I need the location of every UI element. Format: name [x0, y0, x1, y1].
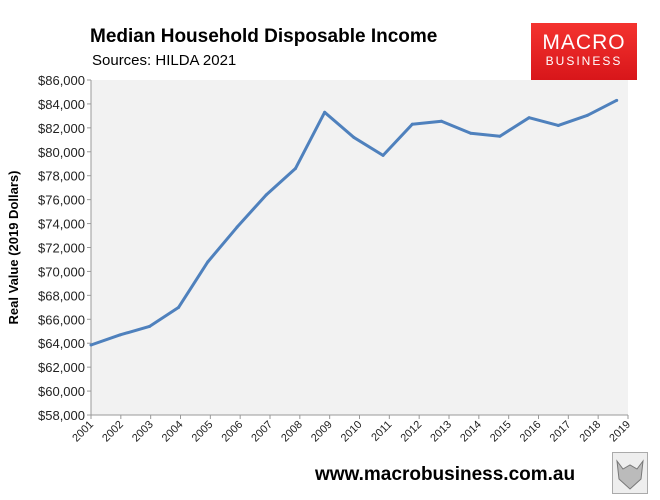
- macrobusiness-logo: MACRO BUSINESS: [531, 23, 637, 80]
- x-tick-label: 2017: [548, 419, 574, 445]
- x-tick-label: 2008: [279, 419, 305, 445]
- data-point: [235, 225, 239, 229]
- data-point: [323, 110, 327, 114]
- x-tick-label: 2002: [100, 419, 126, 445]
- logo-line2: BUSINESS: [545, 54, 623, 68]
- y-tick-label: $62,000: [38, 360, 85, 375]
- x-tick-label: 2015: [488, 419, 514, 445]
- data-point: [381, 153, 385, 157]
- data-point: [615, 98, 619, 102]
- y-tick-label: $60,000: [38, 384, 85, 399]
- x-tick-label: 2012: [398, 419, 424, 445]
- data-point: [293, 167, 297, 171]
- footer-url: www.macrobusiness.com.au: [315, 464, 576, 485]
- data-point: [89, 343, 93, 347]
- y-tick-label: $82,000: [38, 121, 85, 136]
- data-point: [527, 116, 531, 120]
- x-tick-label: 2009: [309, 419, 335, 445]
- x-tick-label: 2011: [369, 419, 394, 444]
- data-point: [439, 119, 443, 123]
- x-tick-label: 2014: [458, 419, 484, 445]
- y-tick-label: $58,000: [38, 408, 85, 423]
- x-tick-label: 2005: [190, 419, 216, 445]
- data-point: [352, 135, 356, 139]
- wolf-logo-icon: [612, 452, 648, 494]
- data-point: [177, 305, 181, 309]
- x-tick-label: 2018: [577, 419, 603, 445]
- y-tick-label: $72,000: [38, 241, 85, 256]
- data-point: [147, 324, 151, 328]
- data-point: [206, 260, 210, 264]
- x-tick-label: 2013: [428, 419, 454, 445]
- y-tick-label: $70,000: [38, 264, 85, 279]
- x-tick-label: 2007: [249, 419, 275, 445]
- y-tick-label: $86,000: [38, 73, 85, 88]
- y-tick-label: $78,000: [38, 169, 85, 184]
- logo-line1: MACRO: [542, 31, 626, 54]
- data-point: [410, 122, 414, 126]
- data-point: [469, 131, 473, 135]
- x-tick-label: 2010: [339, 419, 365, 445]
- plot-area: [91, 80, 628, 415]
- y-tick-label: $76,000: [38, 193, 85, 208]
- data-point: [118, 333, 122, 337]
- data-point: [586, 113, 590, 117]
- x-tick-label: 2006: [219, 419, 245, 445]
- x-tick-label: 2016: [518, 419, 544, 445]
- data-point: [498, 134, 502, 138]
- chart-title: Median Household Disposable Income: [90, 26, 438, 47]
- x-tick-label: 2003: [130, 419, 156, 445]
- data-point: [264, 193, 268, 197]
- y-tick-label: $80,000: [38, 145, 85, 160]
- y-tick-label: $64,000: [38, 336, 85, 351]
- y-tick-label: $66,000: [38, 312, 85, 327]
- y-tick-label: $74,000: [38, 217, 85, 232]
- y-tick-label: $68,000: [38, 288, 85, 303]
- data-point: [556, 123, 560, 127]
- x-tick-label: 2004: [160, 419, 186, 445]
- x-tick-label: 2019: [607, 419, 633, 445]
- y-axis-label: Real Value (2019 Dollars): [6, 171, 21, 325]
- chart-subtitle: Sources: HILDA 2021: [92, 52, 237, 69]
- y-tick-label: $84,000: [38, 97, 85, 112]
